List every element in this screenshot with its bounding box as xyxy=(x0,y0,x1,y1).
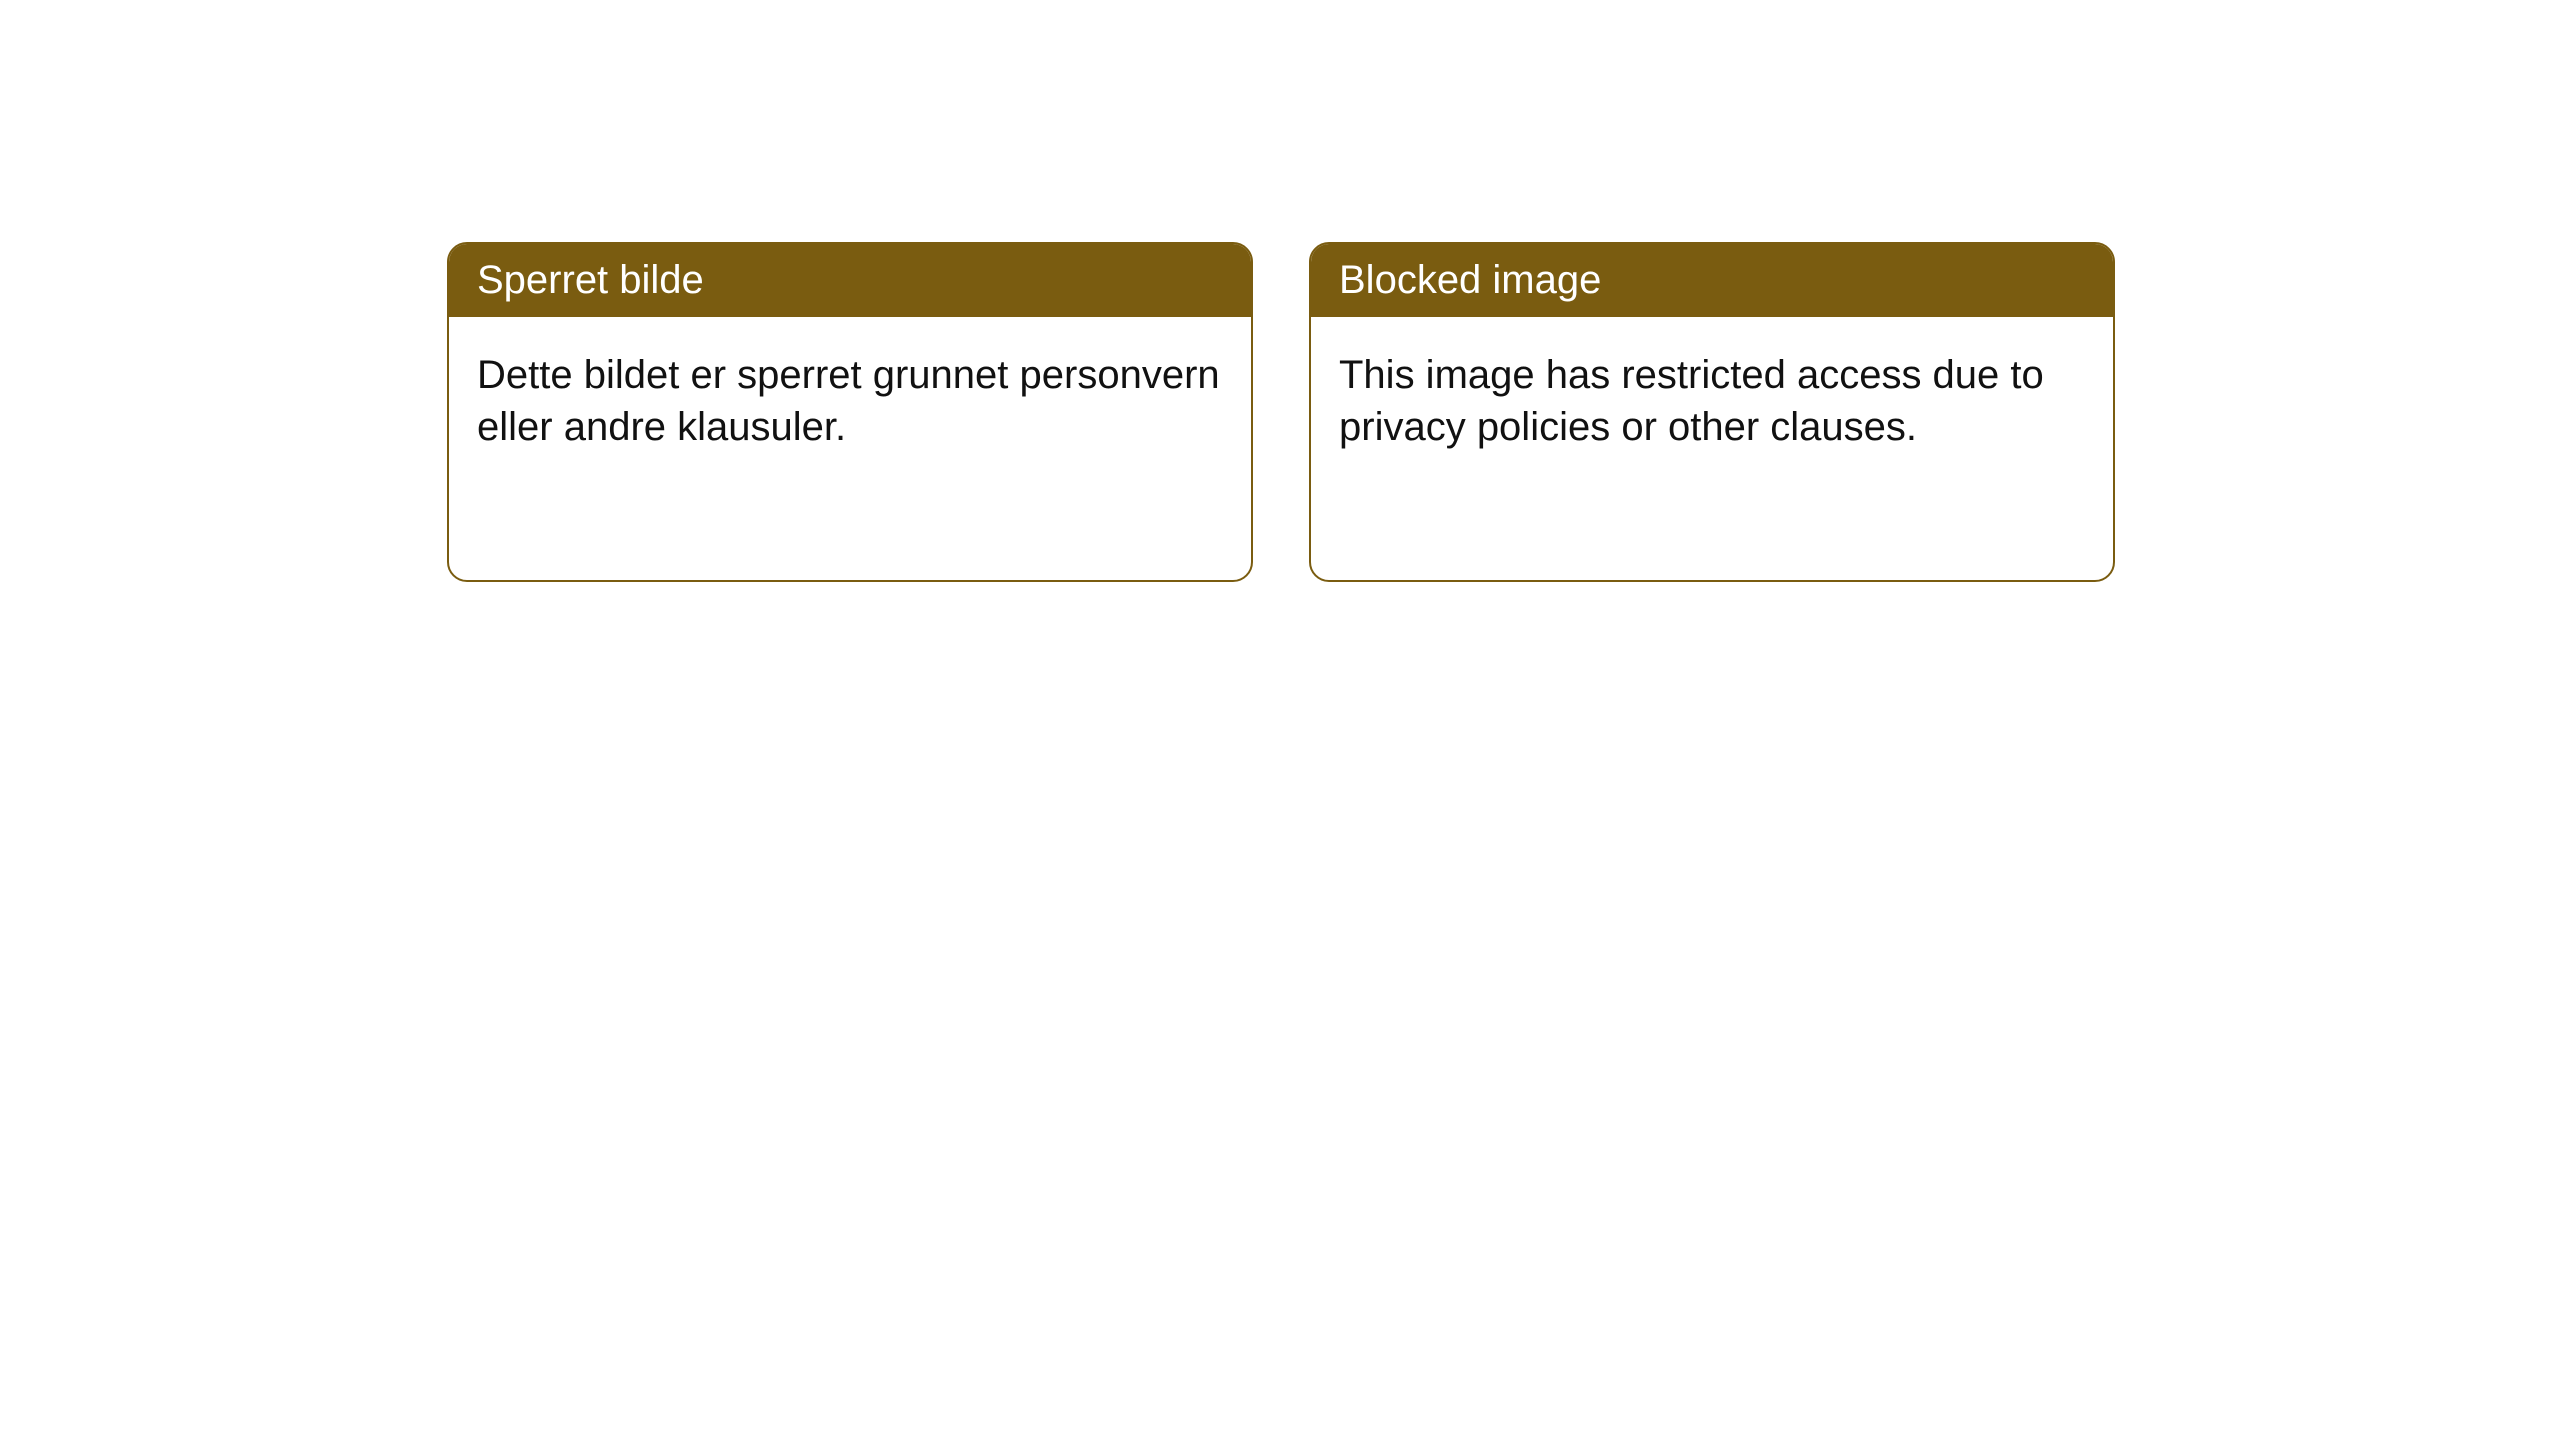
notice-title: Sperret bilde xyxy=(477,258,704,302)
notice-container: Sperret bilde Dette bildet er sperret gr… xyxy=(0,0,2560,582)
notice-body: This image has restricted access due to … xyxy=(1311,317,2113,485)
notice-header: Sperret bilde xyxy=(449,244,1251,317)
notice-card-english: Blocked image This image has restricted … xyxy=(1309,242,2115,582)
notice-body: Dette bildet er sperret grunnet personve… xyxy=(449,317,1251,485)
notice-body-text: This image has restricted access due to … xyxy=(1339,353,2044,449)
notice-header: Blocked image xyxy=(1311,244,2113,317)
notice-card-norwegian: Sperret bilde Dette bildet er sperret gr… xyxy=(447,242,1253,582)
notice-body-text: Dette bildet er sperret grunnet personve… xyxy=(477,353,1220,449)
notice-title: Blocked image xyxy=(1339,258,1601,302)
